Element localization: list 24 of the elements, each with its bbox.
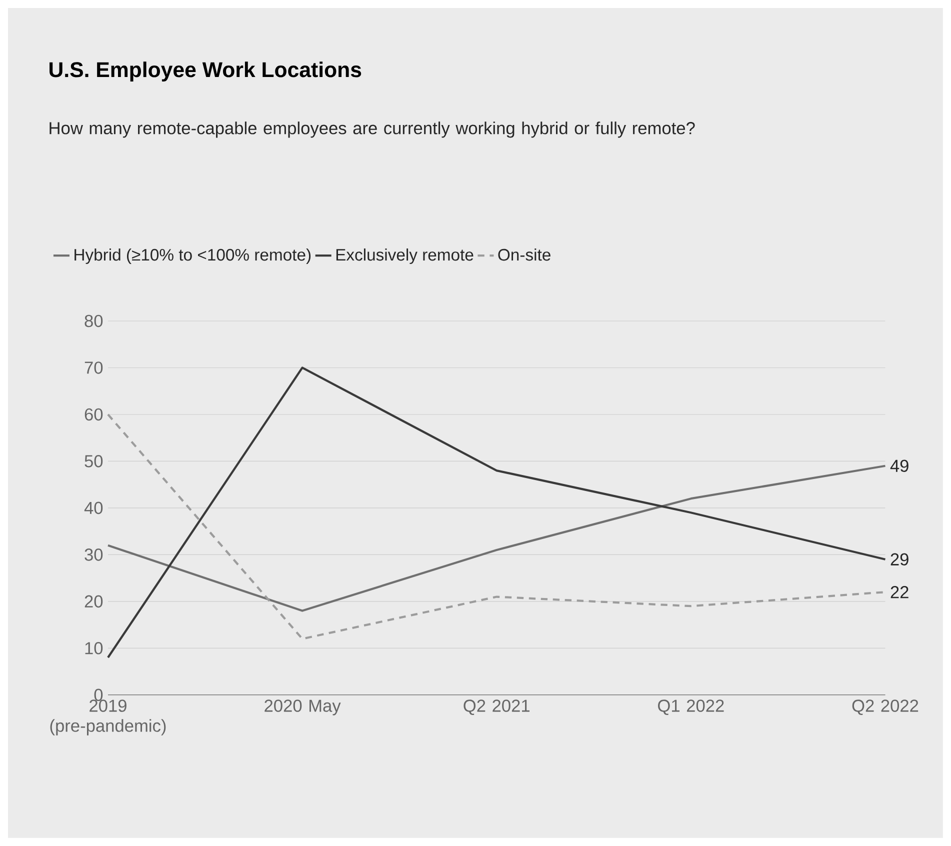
- x-tick-label: Q1 2022: [658, 700, 724, 716]
- x-tick-label: Q2 2022: [852, 700, 918, 716]
- y-tick-label: 40: [84, 502, 103, 514]
- chart-subtitle: How many remote-capable employees are currently working hybrid or fully remote?: [50, 122, 695, 138]
- y-tick-label: 10: [85, 642, 103, 654]
- data-label: 22: [890, 586, 908, 598]
- legend-label: On-site: [498, 248, 550, 261]
- x-tick-label: 2020 May: [264, 700, 341, 716]
- y-tick-label: 70: [84, 362, 103, 374]
- y-tick-label: 60: [84, 408, 103, 421]
- line-series: [106, 464, 886, 612]
- legend-label: Exclusively remote: [336, 248, 474, 264]
- line-series: [106, 366, 886, 659]
- y-tick-label: 20: [84, 595, 103, 608]
- y-tick-label: 80: [84, 314, 103, 328]
- data-label: 49: [890, 460, 908, 472]
- x-tick-label: 2019 (pre-pandemic): [50, 700, 166, 736]
- legend-label: Hybrid (≥10% to <100% remote): [74, 248, 311, 264]
- y-tick-label: 0: [94, 688, 103, 702]
- chart-title: U.S. Employee Work Locations: [50, 62, 362, 82]
- y-tick-label: 30: [84, 548, 103, 561]
- y-tick-label: 50: [84, 455, 103, 468]
- x-tick-label: Q2 2021: [464, 700, 530, 716]
- data-label: 29: [890, 553, 908, 566]
